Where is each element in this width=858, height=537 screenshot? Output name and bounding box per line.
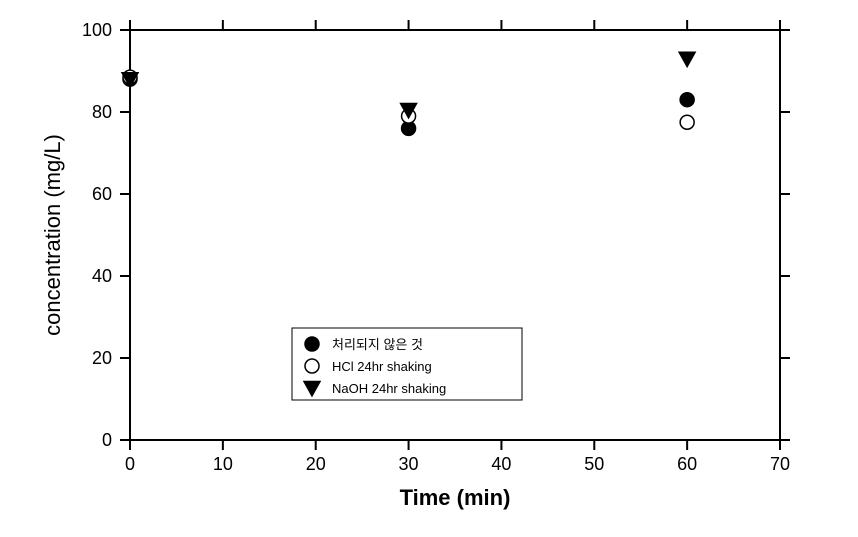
y-tick-label: 60 [92,184,112,204]
legend-label-hcl: HCl 24hr shaking [332,359,432,374]
scatter-chart: 0 10 20 30 40 50 60 70 0 20 40 60 80 100 Time (min) con… [0,0,858,537]
x-tick-label: 40 [491,454,511,474]
y-tick-label: 40 [92,266,112,286]
legend-label-untreated: 처리되지 않은 것 [332,337,423,352]
y-tick-label: 0 [102,430,112,450]
chart-container: 0 10 20 30 40 50 60 70 0 20 40 60 80 100 Time (min) con… [0,0,858,537]
x-tick-label: 30 [399,454,419,474]
x-tick-label: 60 [677,454,697,474]
legend-label-naoh: NaOH 24hr shaking [332,381,446,396]
marker-naoh-2 [679,52,696,67]
x-tick-label: 0 [125,454,135,474]
marker-hcl-legend [305,359,319,373]
x-tick-label: 50 [584,454,604,474]
x-axis-label: Time (min) [400,485,511,510]
y-tick-label: 80 [92,102,112,122]
y-axis-label: concentration (mg/L) [40,134,65,336]
y-tick-label: 100 [82,20,112,40]
x-tick-label: 20 [306,454,326,474]
marker-hcl-2 [680,115,694,129]
x-tick-label: 10 [213,454,233,474]
y-tick-label: 20 [92,348,112,368]
marker-untreated-legend [305,337,319,351]
marker-untreated-2 [680,93,694,107]
x-tick-label: 70 [770,454,790,474]
